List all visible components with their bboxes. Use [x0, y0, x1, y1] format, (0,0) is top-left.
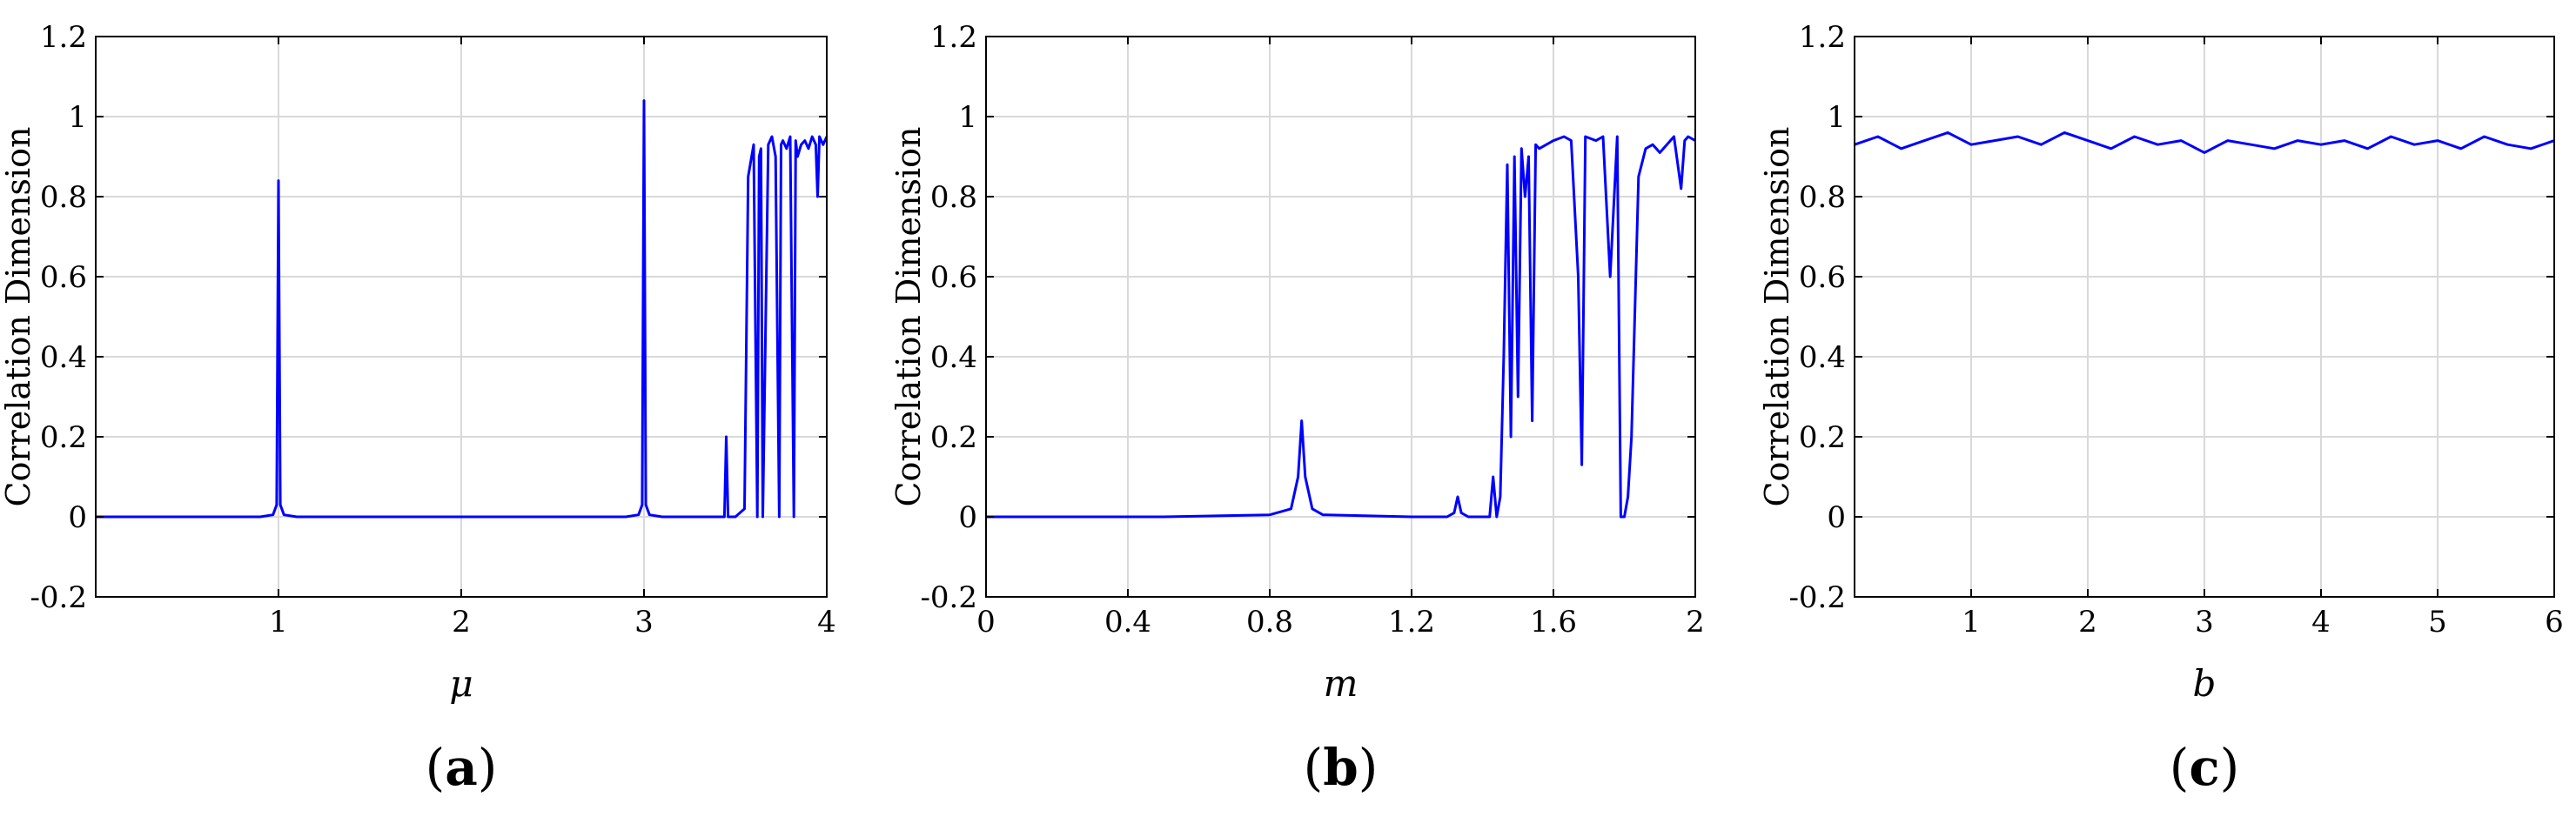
y-tick-label: 0.2	[40, 420, 87, 455]
chart-panel-a: 1 2 3 4 -0.2 0 0.2 0.4 0.6 0.8 1 1.2 Correlation Dim…	[0, 20, 836, 797]
y-tick-label: 1.2	[930, 20, 977, 55]
x-tick-label: 4	[817, 605, 836, 640]
y-tick-label: 0.6	[1799, 260, 1846, 295]
x-axis-label: μ	[449, 662, 473, 705]
y-tick-label: 1.2	[40, 20, 87, 55]
y-tick-label: 0.4	[1799, 340, 1846, 375]
x-axis-label: b	[2193, 662, 2217, 705]
x-tick-label: 2	[1686, 605, 1705, 640]
x-tick-label: 0	[976, 605, 996, 640]
x-tick-label: 1	[1962, 605, 1981, 640]
y-axis-label: Correlation Dimension	[1758, 126, 1796, 506]
y-tick-label: 0.2	[1799, 420, 1846, 455]
panel-label: (b)	[1304, 738, 1379, 797]
y-tick-label: 0.4	[40, 340, 87, 375]
y-axis-label: Correlation Dimension	[0, 126, 37, 506]
x-tick-label: 3	[634, 605, 654, 640]
plot-area	[986, 37, 1695, 597]
axes-frame	[985, 36, 1696, 598]
y-tick-label: 0.8	[40, 180, 87, 215]
panel-label: (a)	[426, 738, 498, 797]
x-tick-label: 4	[2311, 605, 2331, 640]
y-tick-label: 0.8	[930, 180, 977, 215]
x-tick-label: 0.4	[1104, 605, 1151, 640]
y-tick-label: 0.8	[1799, 180, 1846, 215]
y-tick-label: 0.6	[40, 260, 87, 295]
x-tick-label: 1	[269, 605, 288, 640]
chart-panel-b: 0 0.4 0.8 1.2 1.6 2-0.200.20.40.60.811.2Corre…	[889, 20, 1705, 797]
x-tick-label: 3	[2195, 605, 2214, 640]
y-tick-label: 0	[1827, 500, 1846, 535]
series-line	[986, 135, 1696, 519]
y-axis-label: Correlation Dimension	[889, 126, 928, 506]
y-tick-label: 0	[68, 500, 87, 535]
y-tick-label: 0.6	[930, 260, 977, 295]
x-tick-label: 2	[2078, 605, 2097, 640]
x-tick-label: 1.2	[1388, 605, 1435, 640]
y-tick-label: 1	[68, 100, 87, 135]
y-tick-label: 0.2	[930, 420, 977, 455]
y-tick-label: 0	[958, 500, 977, 535]
x-tick-label: 6	[2545, 605, 2564, 640]
x-axis-label: m	[1324, 662, 1358, 705]
series-line	[1854, 131, 2555, 154]
x-tick-label: 5	[2428, 605, 2447, 640]
x-tick-label: 2	[452, 605, 471, 640]
panel-label: (c)	[2170, 738, 2240, 797]
y-tick-label: 1	[958, 100, 977, 135]
x-tick-label: 1.6	[1530, 605, 1577, 640]
x-tick-label: 0.8	[1246, 605, 1293, 640]
y-tick-label: 1.2	[1799, 20, 1846, 55]
y-tick-label: 1	[1827, 100, 1846, 135]
y-tick-label: 0.4	[930, 340, 977, 375]
y-tick-label: -0.2	[920, 580, 977, 615]
y-tick-label: -0.2	[1788, 580, 1846, 615]
series-line	[96, 99, 828, 519]
chart-panel-c: 1 2 3 4 5 6 -0.2 0 0.2 0.4 0.6 0.8 1 1.2 Correlation D…	[1758, 20, 2564, 797]
y-tick-label: -0.2	[30, 580, 87, 615]
